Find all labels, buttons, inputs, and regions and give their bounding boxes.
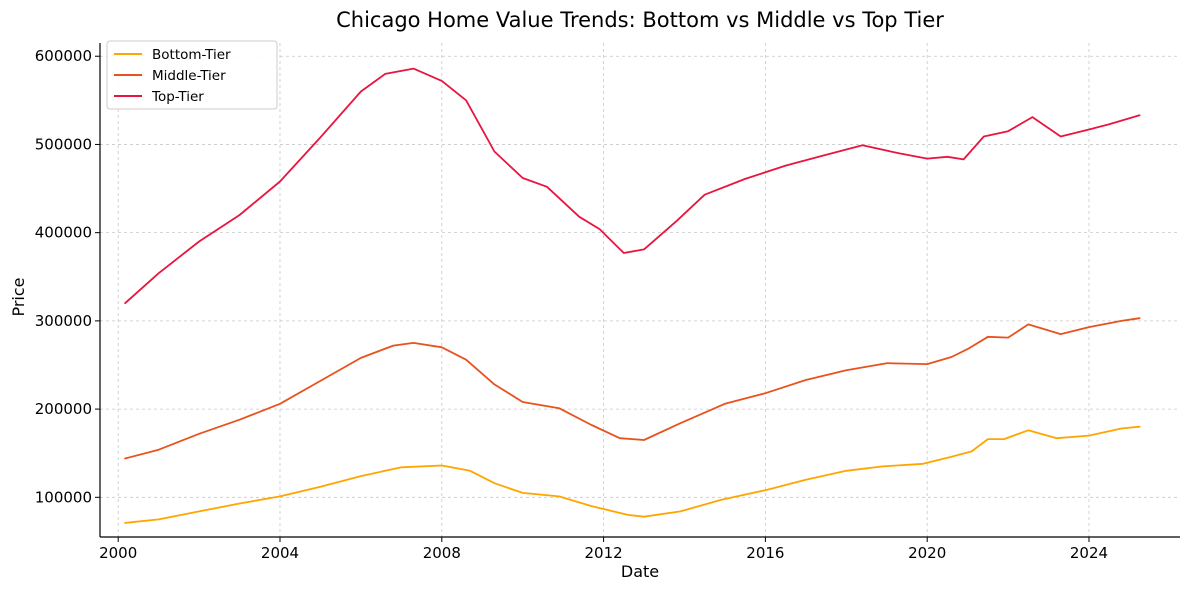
axes [99, 43, 1180, 538]
legend: Bottom-Tier Middle-Tier Top-Tier [106, 40, 278, 110]
x-tick-label: 2008 [423, 544, 461, 562]
y-tick-label: 400000 [35, 224, 92, 242]
x-tick-label: 2012 [585, 544, 623, 562]
series-line-top-tier [124, 67, 1141, 305]
y-axis-title: Price [9, 277, 28, 316]
grid-lines [100, 43, 1180, 537]
legend-label-middle-tier: Middle-Tier [152, 68, 226, 84]
series-line-middle-tier [124, 317, 1141, 460]
y-tick-label: 100000 [35, 488, 92, 506]
legend-label-top-tier: Top-Tier [151, 89, 204, 105]
series-lines [124, 67, 1141, 524]
y-ticks: 100000 200000 300000 400000 500000 600000 [35, 47, 100, 506]
x-tick-label: 2004 [261, 544, 299, 562]
series-line-bottom-tier [124, 425, 1141, 524]
y-tick-label: 500000 [35, 135, 92, 153]
legend-box [106, 40, 278, 110]
y-tick-label: 300000 [35, 312, 92, 330]
x-tick-label: 2016 [746, 544, 784, 562]
x-tick-label: 2024 [1070, 544, 1108, 562]
x-axis-title: Date [621, 562, 659, 581]
x-tick-label: 2000 [99, 544, 137, 562]
y-tick-label: 200000 [35, 400, 92, 418]
x-tick-label: 2020 [908, 544, 946, 562]
y-tick-label: 600000 [35, 47, 92, 65]
legend-label-bottom-tier: Bottom-Tier [152, 47, 231, 63]
x-ticks: 2000 2004 2008 2012 2016 2020 2024 [99, 537, 1108, 562]
chart-title: Chicago Home Value Trends: Bottom vs Mid… [336, 8, 944, 32]
